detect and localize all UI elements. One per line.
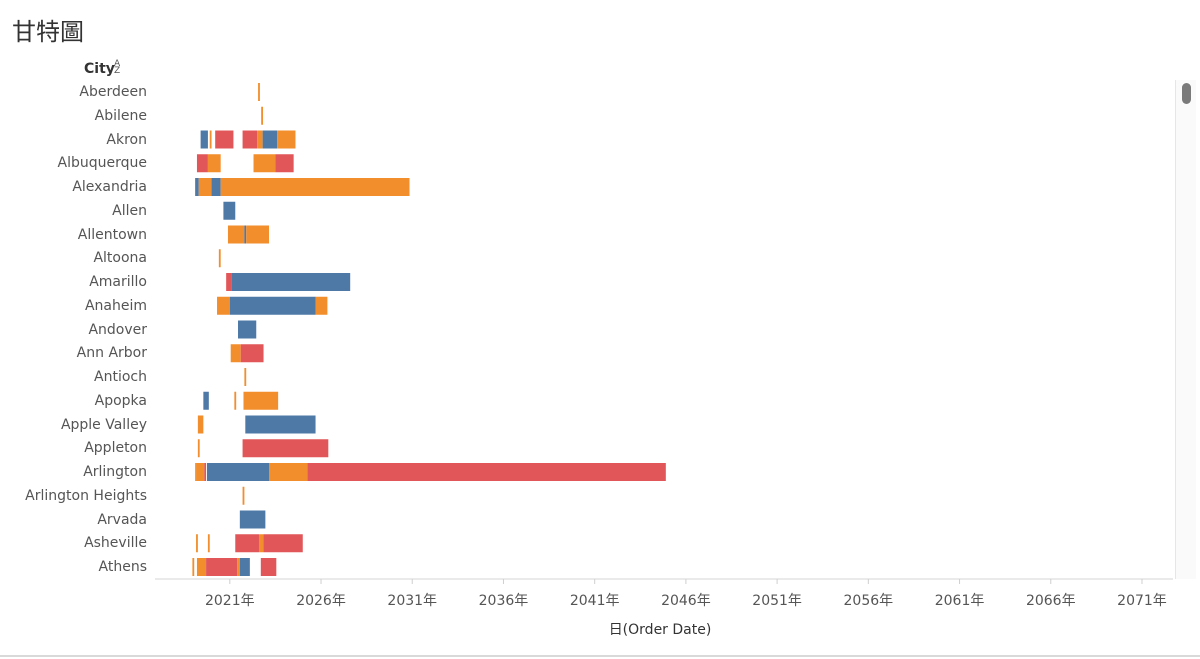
gantt-bar-segment[interactable] xyxy=(197,439,200,458)
city-label[interactable]: Arlington xyxy=(83,464,147,480)
gantt-bar-segment[interactable] xyxy=(197,415,204,434)
gantt-bar-segment[interactable] xyxy=(277,130,296,149)
gantt-bar-segment[interactable] xyxy=(237,558,240,576)
gantt-bar-segment[interactable] xyxy=(227,225,245,244)
gantt-bar-segment[interactable] xyxy=(229,296,316,315)
x-tick-label: 2041年 xyxy=(569,593,620,609)
gantt-bar-segment[interactable] xyxy=(235,534,259,553)
city-label[interactable]: Arlington Heights xyxy=(25,487,147,504)
gantt-bar-segment[interactable] xyxy=(196,558,207,576)
city-label[interactable]: Amarillo xyxy=(89,274,147,290)
gantt-bar-segment[interactable] xyxy=(230,344,241,363)
gantt-bar-segment[interactable] xyxy=(192,558,195,576)
gantt-bar-segment[interactable] xyxy=(258,83,260,101)
gantt-bar-segment[interactable] xyxy=(242,439,329,458)
city-label[interactable]: Allentown xyxy=(77,226,147,243)
city-label[interactable]: Apopka xyxy=(94,392,147,409)
gantt-bar-segment[interactable] xyxy=(239,558,250,576)
x-tick-label: 2046年 xyxy=(661,593,711,609)
x-tick-label: 2061年 xyxy=(934,593,985,609)
gantt-bar-segment[interactable] xyxy=(275,154,294,173)
city-label[interactable]: Allen xyxy=(112,202,147,219)
city-label[interactable]: Abilene xyxy=(94,107,147,124)
gantt-bar-segment[interactable] xyxy=(257,130,263,149)
gantt-bar-segment[interactable] xyxy=(206,558,238,576)
bottom-divider xyxy=(0,655,1200,657)
city-label[interactable]: Ann Arbor xyxy=(76,345,147,362)
city-label[interactable]: Andover xyxy=(88,321,147,338)
gantt-bar-segment[interactable] xyxy=(231,273,351,291)
gantt-bar-segment[interactable] xyxy=(204,463,207,481)
gantt-bar-segment[interactable] xyxy=(258,534,264,553)
gantt-bar-segment[interactable] xyxy=(261,106,263,125)
x-tick-label: 2051年 xyxy=(752,593,802,609)
gantt-bar-segment[interactable] xyxy=(211,178,221,196)
gantt-bar-segment[interactable] xyxy=(217,296,230,315)
gantt-bar-segment[interactable] xyxy=(239,510,266,529)
city-label[interactable]: Antioch xyxy=(94,369,147,385)
city-label[interactable]: Altoona xyxy=(93,250,147,267)
gantt-bar-segment[interactable] xyxy=(220,178,410,196)
gantt-bar-segment[interactable] xyxy=(206,463,270,481)
gantt-bar-segment[interactable] xyxy=(246,225,270,244)
gantt-bar-segment[interactable] xyxy=(307,463,666,481)
city-label[interactable]: Apple Valley xyxy=(60,416,147,433)
x-tick-label: 2026年 xyxy=(296,593,346,609)
gantt-bar-segment[interactable] xyxy=(209,130,212,149)
city-column-header[interactable]: City xyxy=(84,61,115,77)
x-tick-label: 2021年 xyxy=(204,593,255,609)
gantt-bar-segment[interactable] xyxy=(196,463,205,481)
city-label[interactable]: Athens xyxy=(98,559,147,575)
x-tick-label: 2036年 xyxy=(478,593,529,609)
gantt-bar-segment[interactable] xyxy=(238,320,257,339)
gantt-bar-segment[interactable] xyxy=(260,558,277,576)
city-label[interactable]: Appleton xyxy=(84,440,147,457)
gantt-bar-segment[interactable] xyxy=(203,391,209,410)
gantt-bar-segment[interactable] xyxy=(240,344,264,363)
gantt-bar-segment[interactable] xyxy=(196,534,198,553)
gantt-bar-segment[interactable] xyxy=(195,178,199,196)
gantt-bar-segment[interactable] xyxy=(226,273,232,291)
city-label[interactable]: Albuquerque xyxy=(57,155,147,172)
scrollbar-thumb[interactable] xyxy=(1182,83,1191,104)
gantt-bar-segment[interactable] xyxy=(234,391,237,410)
gantt-bar-segment[interactable] xyxy=(207,534,210,553)
gantt-bar-segment[interactable] xyxy=(200,130,208,149)
gantt-bar-segment[interactable] xyxy=(207,154,221,173)
city-label[interactable]: Asheville xyxy=(84,535,147,552)
gantt-bar-segment[interactable] xyxy=(245,415,316,434)
gantt-bar-segment[interactable] xyxy=(196,154,208,173)
gantt-bar-segment[interactable] xyxy=(215,130,234,149)
gantt-bar-segment[interactable] xyxy=(242,486,245,505)
city-label[interactable]: Aberdeen xyxy=(79,84,147,100)
chart-title: 甘特圖 xyxy=(12,18,84,46)
x-tick-label: 2031年 xyxy=(387,593,438,609)
city-label[interactable]: Akron xyxy=(106,131,147,148)
x-axis-title: 日(Order Date) xyxy=(608,622,712,638)
gantt-bar-segment[interactable] xyxy=(243,391,279,410)
gantt-bar-segment[interactable] xyxy=(244,225,247,244)
gantt-bar-segment[interactable] xyxy=(198,178,212,196)
gantt-bar-segment[interactable] xyxy=(315,296,328,315)
gantt-bar-segment[interactable] xyxy=(263,534,303,553)
gantt-bar-segment[interactable] xyxy=(262,130,278,149)
gantt-bar-segment[interactable] xyxy=(269,463,308,481)
x-tick-label: 2071年 xyxy=(1117,593,1167,609)
city-label[interactable]: Alexandria xyxy=(72,179,147,195)
city-label[interactable]: Anaheim xyxy=(84,297,147,314)
gantt-bar-segment[interactable] xyxy=(195,463,197,481)
city-label[interactable]: Arvada xyxy=(97,511,147,528)
gantt-bar-segment[interactable] xyxy=(242,130,258,149)
x-tick-label: 2066年 xyxy=(1025,593,1076,609)
gantt-bar-segment[interactable] xyxy=(218,249,221,268)
vertical-scrollbar[interactable] xyxy=(1175,80,1196,579)
x-tick-label: 2056年 xyxy=(843,593,894,609)
gantt-bar-segment[interactable] xyxy=(244,368,247,386)
gantt-bar-segment[interactable] xyxy=(223,201,236,220)
gantt-bar-segment[interactable] xyxy=(253,154,276,173)
